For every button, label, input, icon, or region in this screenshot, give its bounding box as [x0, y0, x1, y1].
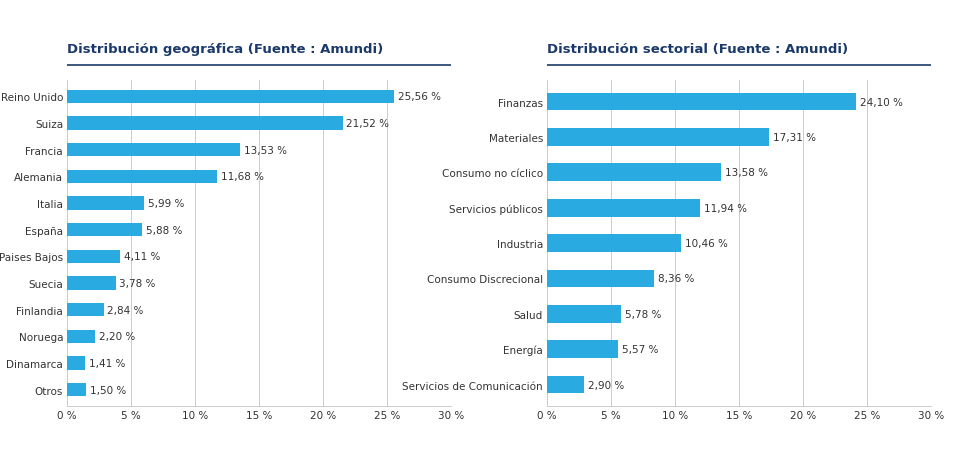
Text: Distribución geográfica (Fuente : Amundi): Distribución geográfica (Fuente : Amundi…	[67, 43, 383, 56]
Legend: Índice: Índice	[708, 450, 770, 451]
Bar	[67, 357, 85, 370]
Text: 25,56 %: 25,56 %	[398, 92, 442, 102]
Text: 5,99 %: 5,99 %	[148, 198, 184, 209]
Bar	[67, 91, 395, 104]
Text: 13,53 %: 13,53 %	[244, 145, 287, 156]
Bar	[547, 199, 700, 217]
Text: 11,68 %: 11,68 %	[221, 172, 264, 182]
Text: Distribución sectorial (Fuente : Amundi): Distribución sectorial (Fuente : Amundi)	[547, 43, 849, 56]
Bar	[547, 270, 654, 288]
Bar	[547, 341, 618, 358]
Text: 21,52 %: 21,52 %	[347, 119, 390, 129]
Text: 1,50 %: 1,50 %	[90, 385, 127, 395]
Bar	[67, 304, 104, 317]
Text: 11,94 %: 11,94 %	[704, 203, 747, 213]
Text: 13,58 %: 13,58 %	[725, 168, 768, 178]
Bar	[67, 197, 144, 210]
Bar	[547, 93, 855, 111]
Bar	[67, 250, 120, 263]
Legend: Índice: Índice	[228, 450, 290, 451]
Text: 2,84 %: 2,84 %	[108, 305, 144, 315]
Bar	[67, 144, 240, 157]
Bar	[547, 164, 721, 182]
Bar	[547, 305, 621, 323]
Text: 8,36 %: 8,36 %	[658, 274, 694, 284]
Text: 1,41 %: 1,41 %	[89, 359, 126, 368]
Text: 24,10 %: 24,10 %	[859, 97, 902, 107]
Text: 5,78 %: 5,78 %	[625, 309, 661, 319]
Text: 10,46 %: 10,46 %	[684, 239, 728, 249]
Bar	[67, 330, 95, 343]
Bar	[547, 129, 769, 147]
Bar	[67, 224, 142, 237]
Bar	[67, 277, 115, 290]
Bar	[547, 376, 585, 394]
Text: 17,31 %: 17,31 %	[773, 133, 816, 143]
Bar	[547, 235, 681, 253]
Bar	[67, 170, 217, 184]
Bar	[67, 383, 86, 396]
Text: 5,57 %: 5,57 %	[622, 345, 659, 354]
Text: 4,11 %: 4,11 %	[124, 252, 160, 262]
Text: 2,90 %: 2,90 %	[588, 380, 624, 390]
Text: 5,88 %: 5,88 %	[146, 225, 182, 235]
Bar	[67, 117, 343, 130]
Text: 3,78 %: 3,78 %	[119, 278, 156, 289]
Text: 2,20 %: 2,20 %	[99, 331, 135, 342]
